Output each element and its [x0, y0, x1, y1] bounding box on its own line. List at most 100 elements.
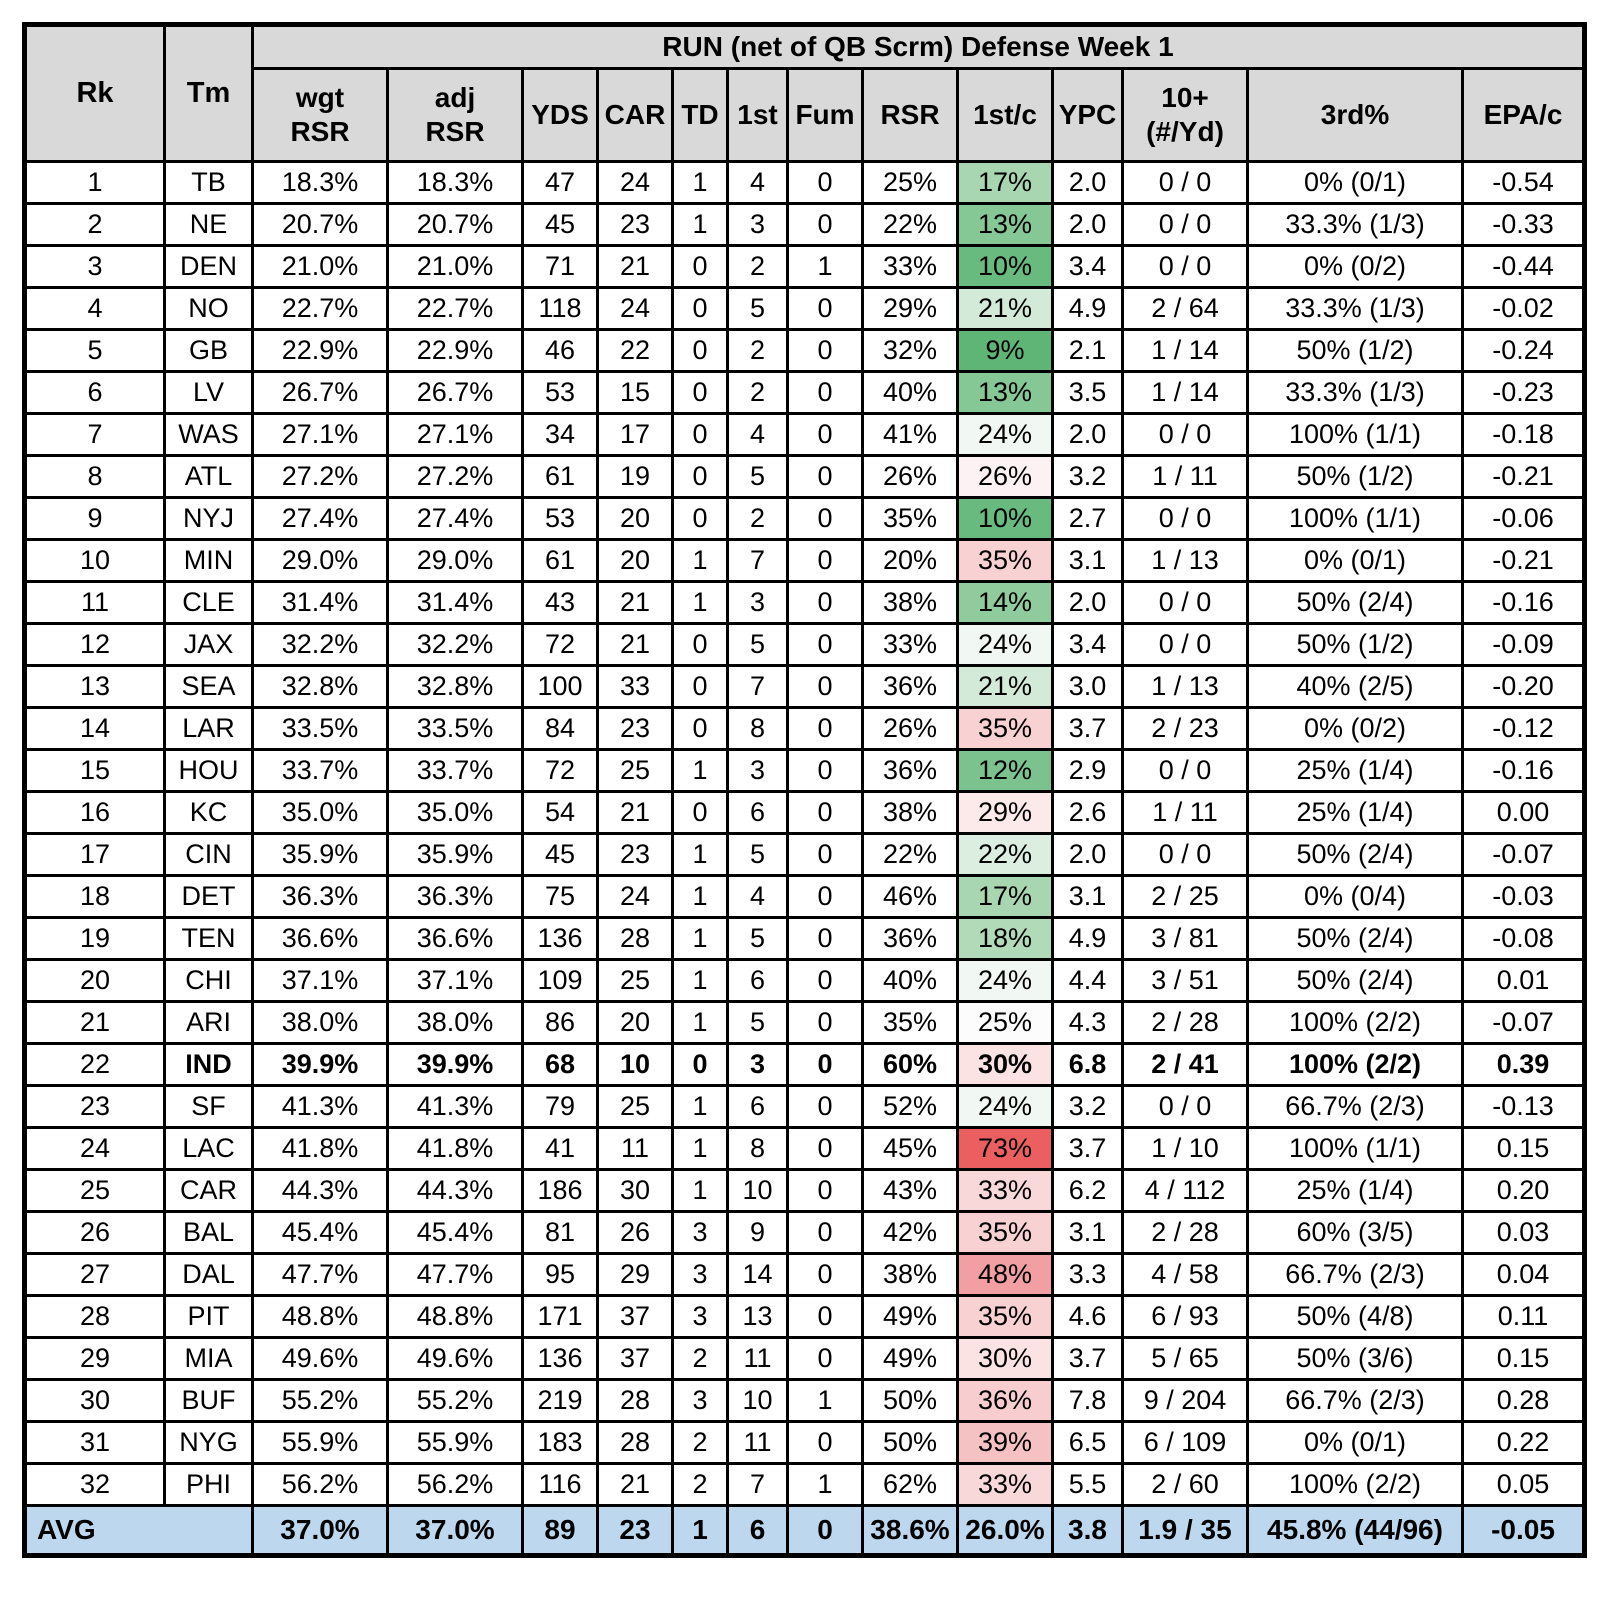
cell-third: 100% (2/2) — [1246, 1000, 1464, 1045]
cell-fum: 0 — [786, 160, 864, 205]
cell-first: 3 — [726, 580, 789, 625]
cell-epa: -0.16 — [1461, 580, 1586, 625]
cell-fum: 0 — [786, 496, 864, 541]
cell-rsr: 29% — [861, 286, 959, 331]
cell-wgt: 36.6% — [251, 916, 389, 961]
table-row: 1 TB 18.3% 18.3% 47 24 1 4 0 25% 17% 2.0 0 / 0 0% (0/… — [23, 160, 1586, 205]
cell-car: 21 — [596, 580, 674, 625]
cell-ypc: 2.9 — [1051, 748, 1124, 793]
cell-car: 21 — [596, 622, 674, 667]
table-row: 6 LV 26.7% 26.7% 53 15 0 2 0 40% 13% 3.5 1 / 14 33.3%… — [23, 370, 1586, 415]
cell-first: 7 — [726, 1462, 789, 1507]
cell-epa: -0.21 — [1461, 538, 1586, 583]
cell-wgt: 38.0% — [251, 1000, 389, 1045]
cell-tenplus: 2 / 25 — [1121, 874, 1249, 919]
cell-rsr: 42% — [861, 1210, 959, 1255]
cell-epa: -0.08 — [1461, 916, 1586, 961]
cell-firstc: 22% — [956, 832, 1054, 877]
cell-firstc: 13% — [956, 370, 1054, 415]
cell-td: 0 — [671, 664, 729, 709]
cell-epa: -0.09 — [1461, 622, 1586, 667]
cell-rank: 32 — [23, 1462, 166, 1507]
cell-third: 50% (2/4) — [1246, 958, 1464, 1003]
cell-fum: 0 — [786, 958, 864, 1003]
cell-ypc: 3.7 — [1051, 1336, 1124, 1381]
cell-ypc: 2.7 — [1051, 496, 1124, 541]
column-header-yds: YDS — [521, 67, 599, 163]
cell-wgt: 22.7% — [251, 286, 389, 331]
cell-adj: 41.8% — [386, 1126, 524, 1171]
cell-wgt: 26.7% — [251, 370, 389, 415]
cell-wgt: 35.0% — [251, 790, 389, 835]
cell-rank: 13 — [23, 664, 166, 709]
cell-team: NYG — [163, 1420, 254, 1465]
cell-rsr: 33% — [861, 622, 959, 667]
cell-firstc: 33% — [956, 1168, 1054, 1213]
cell-wgt: 56.2% — [251, 1462, 389, 1507]
column-header-10plus: 10+ (#/Yd) — [1121, 67, 1249, 163]
cell-team: SEA — [163, 664, 254, 709]
table-row: 32 PHI 56.2% 56.2% 116 21 2 7 1 62% 33% 5.5 2 / 60 10… — [23, 1462, 1586, 1507]
cell-ypc: 6.2 — [1051, 1168, 1124, 1213]
cell-rank: 28 — [23, 1294, 166, 1339]
cell-epa: 0.22 — [1461, 1420, 1586, 1465]
cell-tenplus: 0 / 0 — [1121, 202, 1249, 247]
cell-fum: 0 — [786, 1000, 864, 1045]
cell-td: 0 — [671, 286, 729, 331]
cell-td: 0 — [671, 622, 729, 667]
cell-ypc: 3.7 — [1051, 706, 1124, 751]
cell-first: 5 — [726, 622, 789, 667]
cell-firstc: 25% — [956, 1000, 1054, 1045]
cell-third: 66.7% (2/3) — [1246, 1084, 1464, 1129]
cell-rank: 8 — [23, 454, 166, 499]
cell-car: 37 — [596, 1336, 674, 1381]
cell-ypc: 2.1 — [1051, 328, 1124, 373]
cell-car: 24 — [596, 874, 674, 919]
cell-rank: 21 — [23, 1000, 166, 1045]
cell-first: 10 — [726, 1168, 789, 1213]
cell-third: 0% (0/1) — [1246, 538, 1464, 583]
cell-adj: 45.4% — [386, 1210, 524, 1255]
cell-wgt: 41.3% — [251, 1084, 389, 1129]
cell-yds: 84 — [521, 706, 599, 751]
table-row: 28 PIT 48.8% 48.8% 171 37 3 13 0 49% 35% 4.6 6 / 93 5… — [23, 1294, 1586, 1339]
cell-td: 1 — [671, 1168, 729, 1213]
cell-yds: 186 — [521, 1168, 599, 1213]
cell-rank: 22 — [23, 1042, 166, 1087]
cell-rsr: 41% — [861, 412, 959, 457]
cell-car: 26 — [596, 1210, 674, 1255]
cell-epa: 0.04 — [1461, 1252, 1586, 1297]
table-row: 7 WAS 27.1% 27.1% 34 17 0 4 0 41% 24% 2.0 0 / 0 100% … — [23, 412, 1586, 457]
cell-tenplus: 9 / 204 — [1121, 1378, 1249, 1423]
cell-rank: 12 — [23, 622, 166, 667]
cell-rsr: 45% — [861, 1126, 959, 1171]
cell-third: 50% (2/4) — [1246, 580, 1464, 625]
table-row: 29 MIA 49.6% 49.6% 136 37 2 11 0 49% 30% 3.7 5 / 65 5… — [23, 1336, 1586, 1381]
cell-ypc: 5.5 — [1051, 1462, 1124, 1507]
avg-cell-first: 6 — [726, 1504, 789, 1557]
table-row: 30 BUF 55.2% 55.2% 219 28 3 10 1 50% 36% 7.8 9 / 204… — [23, 1378, 1586, 1423]
cell-fum: 1 — [786, 1378, 864, 1423]
cell-tenplus: 0 / 0 — [1121, 412, 1249, 457]
cell-first: 2 — [726, 328, 789, 373]
column-header-fum: Fum — [786, 67, 864, 163]
cell-firstc: 13% — [956, 202, 1054, 247]
cell-td: 0 — [671, 412, 729, 457]
cell-team: DAL — [163, 1252, 254, 1297]
cell-tenplus: 1 / 11 — [1121, 790, 1249, 835]
column-header-td: TD — [671, 67, 729, 163]
cell-yds: 61 — [521, 454, 599, 499]
cell-td: 2 — [671, 1462, 729, 1507]
cell-team: DEN — [163, 244, 254, 289]
cell-first: 10 — [726, 1378, 789, 1423]
cell-firstc: 26% — [956, 454, 1054, 499]
avg-cell-rsr: 38.6% — [861, 1504, 959, 1557]
cell-rsr: 52% — [861, 1084, 959, 1129]
cell-td: 1 — [671, 538, 729, 583]
cell-tenplus: 1 / 13 — [1121, 664, 1249, 709]
cell-firstc: 39% — [956, 1420, 1054, 1465]
cell-team: MIA — [163, 1336, 254, 1381]
cell-third: 0% (0/1) — [1246, 160, 1464, 205]
cell-firstc: 10% — [956, 496, 1054, 541]
cell-rsr: 33% — [861, 244, 959, 289]
